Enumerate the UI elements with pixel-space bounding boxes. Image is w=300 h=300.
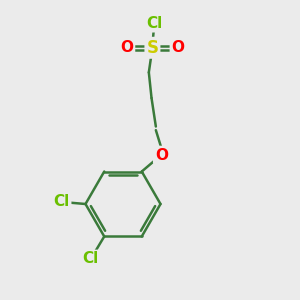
Text: O: O [155, 148, 168, 163]
Text: O: O [171, 40, 184, 55]
Text: S: S [146, 39, 158, 57]
Text: Cl: Cl [82, 251, 99, 266]
Text: Cl: Cl [53, 194, 70, 208]
Text: Cl: Cl [146, 16, 162, 31]
Text: O: O [120, 40, 134, 55]
